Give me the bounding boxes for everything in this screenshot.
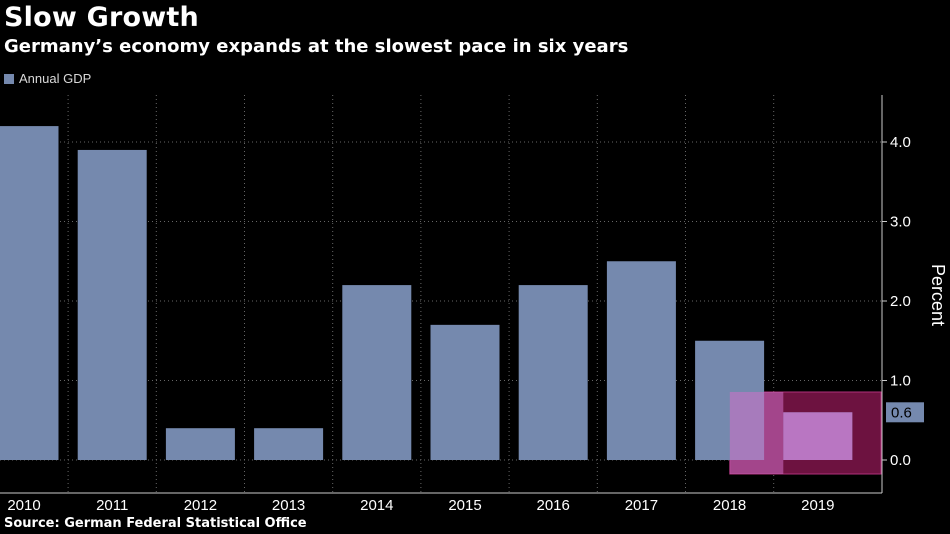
highlight-bar-overlay: [783, 412, 853, 460]
bar-2013: [254, 428, 324, 460]
bar-2015: [430, 324, 500, 460]
chart-subtitle: Germany’s economy expands at the slowest…: [4, 36, 629, 57]
bar-2012: [165, 428, 235, 460]
x-tick-label: 2018: [713, 497, 746, 514]
x-tick-label: 2012: [184, 497, 217, 514]
y-axis-label: Percent: [928, 264, 948, 326]
legend: Annual GDP: [4, 71, 91, 86]
chart-title: Slow Growth: [4, 2, 199, 33]
x-tick-label: 2014: [360, 497, 393, 514]
highlight-overlay: [729, 392, 784, 474]
x-tick-label: 2019: [801, 497, 834, 514]
x-tick-label: 2017: [625, 497, 658, 514]
y-tick-label: 3.0: [890, 214, 911, 231]
source-note: Source: German Federal Statistical Offic…: [4, 516, 307, 531]
bar-2016: [518, 285, 588, 460]
y-tick-label: 2.0: [890, 293, 911, 310]
last-value-label: 0.6: [891, 404, 912, 421]
legend-swatch: [4, 73, 14, 84]
bar-2011: [77, 149, 147, 460]
bar-2017: [606, 261, 676, 460]
y-tick-label: 0.0: [890, 452, 911, 469]
bar-2010: [0, 126, 59, 460]
bar-2014: [342, 285, 412, 460]
y-tick-label: 1.0: [890, 373, 911, 390]
last-value-box: [886, 402, 924, 423]
y-tick-label: 4.0: [890, 134, 911, 151]
x-tick-label: 2016: [537, 497, 570, 514]
x-tick-label: 2010: [7, 497, 40, 514]
x-tick-label: 2015: [448, 497, 481, 514]
x-tick-label: 2011: [96, 497, 128, 514]
legend-label: Annual GDP: [19, 71, 92, 86]
x-tick-label: 2013: [272, 497, 305, 514]
